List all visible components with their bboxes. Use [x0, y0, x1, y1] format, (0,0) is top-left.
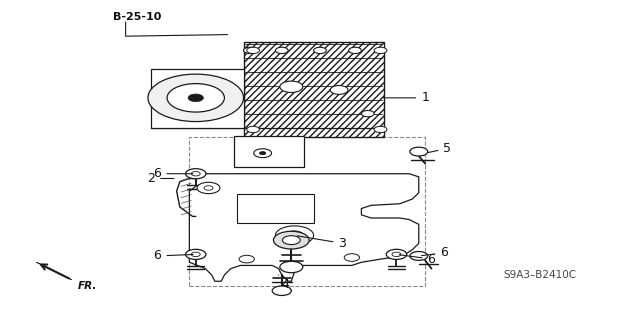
Bar [237, 194, 314, 223]
Circle shape [280, 81, 303, 93]
Circle shape [204, 186, 213, 190]
Circle shape [259, 152, 266, 155]
Circle shape [273, 231, 309, 249]
Polygon shape [189, 174, 419, 281]
Circle shape [275, 226, 314, 245]
Text: B-25-10: B-25-10 [113, 12, 161, 22]
Circle shape [344, 254, 360, 261]
Circle shape [191, 252, 200, 256]
Circle shape [374, 47, 387, 54]
Text: 6: 6 [154, 249, 193, 263]
Circle shape [282, 236, 300, 245]
Text: 3: 3 [297, 236, 346, 250]
Circle shape [387, 249, 406, 259]
Bar [151, 69, 244, 128]
Circle shape [244, 47, 256, 54]
Text: 5: 5 [428, 142, 451, 155]
Circle shape [374, 126, 387, 133]
Text: 6: 6 [422, 246, 448, 259]
Circle shape [188, 94, 204, 102]
Circle shape [246, 126, 259, 133]
Circle shape [410, 251, 428, 260]
Circle shape [253, 149, 271, 158]
Circle shape [186, 249, 206, 259]
Circle shape [275, 47, 288, 54]
Circle shape [239, 255, 254, 263]
Text: FR.: FR. [78, 281, 97, 291]
Circle shape [314, 47, 326, 54]
Circle shape [349, 47, 362, 54]
Bar [189, 137, 425, 286]
Circle shape [246, 47, 259, 54]
Circle shape [186, 169, 206, 179]
Text: 1: 1 [383, 91, 429, 104]
Circle shape [191, 172, 200, 176]
Text: 4: 4 [278, 275, 289, 291]
Text: 2: 2 [147, 172, 174, 185]
Text: 6: 6 [154, 167, 193, 180]
FancyArrowPatch shape [41, 264, 69, 278]
Circle shape [285, 231, 303, 240]
Circle shape [410, 147, 428, 156]
Polygon shape [36, 262, 72, 280]
Text: S9A3–B2410C: S9A3–B2410C [503, 270, 577, 280]
Bar [244, 42, 384, 137]
Circle shape [272, 286, 291, 295]
Circle shape [280, 261, 303, 273]
Circle shape [197, 182, 220, 194]
Circle shape [167, 84, 225, 112]
Text: 6: 6 [399, 253, 435, 266]
Circle shape [330, 85, 348, 94]
Circle shape [148, 74, 244, 122]
Bar [234, 136, 304, 167]
Circle shape [362, 110, 374, 117]
Circle shape [392, 252, 401, 256]
